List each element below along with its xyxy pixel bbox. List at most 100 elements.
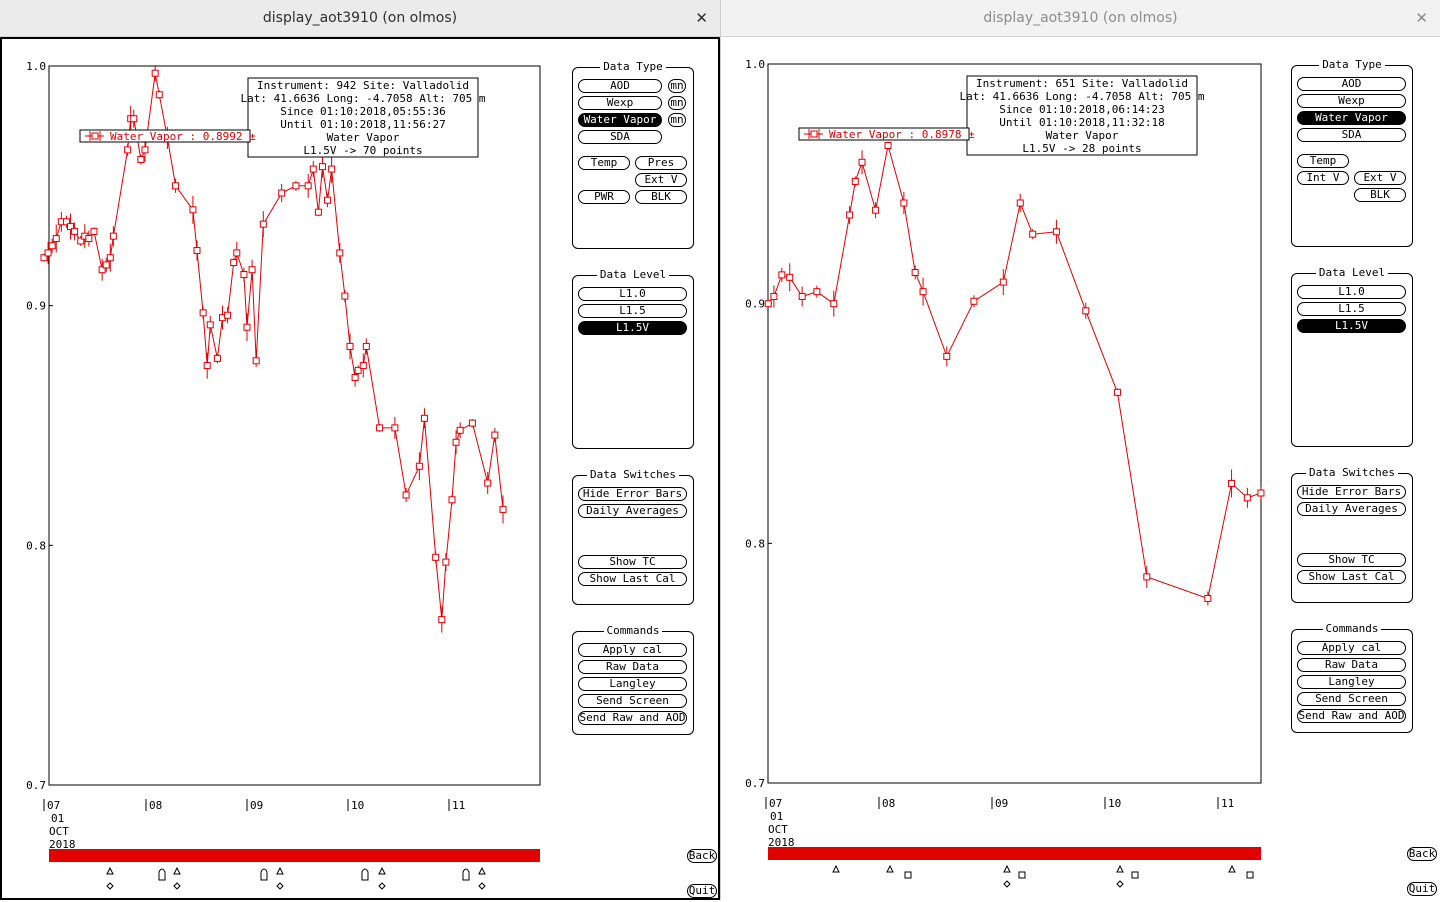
daily-averages-button[interactable]: Daily Averages xyxy=(578,504,687,518)
data-point xyxy=(90,227,98,235)
temp-button[interactable]: Temp xyxy=(578,156,630,170)
data-point xyxy=(813,288,821,296)
data-point xyxy=(858,158,866,166)
data-point xyxy=(846,211,854,219)
data-point xyxy=(278,189,286,197)
close-icon[interactable]: ✕ xyxy=(695,9,708,27)
data-point xyxy=(314,208,322,216)
sda-button[interactable]: SDA xyxy=(1297,128,1406,142)
arch-marker xyxy=(158,868,166,881)
data-point xyxy=(151,69,159,77)
pwr-button[interactable]: PWR xyxy=(578,190,630,204)
date-label: 2018 xyxy=(768,836,795,849)
water-vapor-mn-button[interactable]: mn xyxy=(668,113,686,127)
data-point xyxy=(172,182,180,190)
water-vapor-button[interactable]: Water Vapor xyxy=(1297,111,1406,125)
x-tick-label: 07 xyxy=(769,797,782,810)
data-switches-panel: Data Switches Hide Error Bars Daily Aver… xyxy=(1291,466,1413,603)
show-tc-button[interactable]: Show TC xyxy=(578,555,687,569)
ext-v-button[interactable]: Ext V xyxy=(1354,171,1406,185)
aod-button[interactable]: AOD xyxy=(578,79,662,93)
legend-marker xyxy=(810,130,818,138)
data-point xyxy=(98,266,106,274)
data-point xyxy=(884,141,892,149)
quit-button[interactable]: Quit xyxy=(687,884,717,898)
date-label: 01 xyxy=(51,812,64,825)
time-range-bar xyxy=(49,849,540,862)
triangle-marker xyxy=(478,866,486,875)
raw-data-button[interactable]: Raw Data xyxy=(1297,658,1406,672)
blk-button[interactable]: BLK xyxy=(1354,188,1406,202)
wexp-mn-button[interactable]: mn xyxy=(668,96,686,110)
send-raw-and-aod-button[interactable]: Send Raw and AOD xyxy=(1297,709,1406,723)
data-point xyxy=(233,249,241,257)
triangle-marker xyxy=(276,866,284,875)
apply-cal-button[interactable]: Apply cal xyxy=(1297,641,1406,655)
data-point xyxy=(1143,573,1151,581)
data-point xyxy=(484,479,492,487)
l15v-button[interactable]: L1.5V xyxy=(578,321,687,335)
date-label: 2018 xyxy=(49,838,76,851)
info-line: Lat: 41.6636 Long: -4.7058 Alt: 705 m xyxy=(959,90,1204,103)
ext-v-button[interactable]: Ext V xyxy=(635,173,687,187)
back-button[interactable]: Back xyxy=(1407,847,1437,861)
temp-button[interactable]: Temp xyxy=(1297,154,1349,168)
raw-data-button[interactable]: Raw Data xyxy=(578,660,687,674)
window-content: 1.0 0.9 0.8 0.7 07 08 09 10 11 01 OCT 2018 Instrumen… xyxy=(721,37,1440,900)
apply-cal-button[interactable]: Apply cal xyxy=(578,643,687,657)
data-point xyxy=(1113,388,1121,396)
send-raw-and-aod-button[interactable]: Send Raw and AOD xyxy=(578,711,687,725)
quit-button[interactable]: Quit xyxy=(1407,882,1437,896)
data-point xyxy=(438,616,446,624)
info-box xyxy=(247,77,479,158)
panel-title: Commands xyxy=(1322,622,1382,635)
show-last-cal-button[interactable]: Show Last Cal xyxy=(1297,570,1406,584)
daily-averages-button[interactable]: Daily Averages xyxy=(1297,502,1406,516)
data-level-panel: Data Level L1.0 L1.5 L1.5V xyxy=(572,268,694,449)
data-point xyxy=(328,165,336,173)
data-point xyxy=(109,232,117,240)
pres-button[interactable]: Pres xyxy=(635,156,687,170)
send-screen-button[interactable]: Send Screen xyxy=(1297,692,1406,706)
water-vapor-button[interactable]: Water Vapor xyxy=(578,113,662,127)
back-button[interactable]: Back xyxy=(687,849,717,863)
triangle-marker xyxy=(1228,864,1236,873)
data-point xyxy=(872,206,880,214)
legend-box xyxy=(798,127,970,141)
l15-button[interactable]: L1.5 xyxy=(578,304,687,318)
x-tick-label: 10 xyxy=(1108,797,1121,810)
data-point xyxy=(911,269,919,277)
show-tc-button[interactable]: Show TC xyxy=(1297,553,1406,567)
window-title: display_aot3910 (on olmos) xyxy=(983,10,1178,26)
send-screen-button[interactable]: Send Screen xyxy=(578,694,687,708)
wexp-button[interactable]: Wexp xyxy=(578,96,662,110)
langley-button[interactable]: Langley xyxy=(1297,675,1406,689)
sda-button[interactable]: SDA xyxy=(578,130,662,144)
data-point xyxy=(359,362,367,370)
window-content: 1.0 0.9 0.8 0.7 07 08 09 10 11 01 OCT 2018 Instrumen… xyxy=(0,37,720,900)
hide-error-bars-button[interactable]: Hide Error Bars xyxy=(578,487,687,501)
wexp-button[interactable]: Wexp xyxy=(1297,94,1406,108)
langley-button[interactable]: Langley xyxy=(578,677,687,691)
arch-marker xyxy=(260,868,268,881)
l15-button[interactable]: L1.5 xyxy=(1297,302,1406,316)
panel-title: Data Type xyxy=(600,60,666,73)
blk-button[interactable]: BLK xyxy=(635,190,687,204)
data-point xyxy=(199,309,207,317)
aod-mn-button[interactable]: mn xyxy=(668,79,686,93)
data-point xyxy=(468,419,476,427)
y-tick-label: 1.0 xyxy=(26,60,46,73)
show-last-cal-button[interactable]: Show Last Cal xyxy=(578,572,687,586)
data-point xyxy=(1082,307,1090,315)
y-tick-label: 0.8 xyxy=(26,539,46,552)
l15v-button[interactable]: L1.5V xyxy=(1297,319,1406,333)
l10-button[interactable]: L1.0 xyxy=(578,287,687,301)
data-point xyxy=(1257,489,1265,497)
aod-button[interactable]: AOD xyxy=(1297,77,1406,91)
hide-error-bars-button[interactable]: Hide Error Bars xyxy=(1297,485,1406,499)
panel-title: Commands xyxy=(603,624,663,637)
l10-button[interactable]: L1.0 xyxy=(1297,285,1406,299)
int-v-button[interactable]: Int V xyxy=(1297,171,1349,185)
triangle-marker xyxy=(1003,864,1011,873)
close-icon[interactable]: ✕ xyxy=(1415,9,1428,27)
